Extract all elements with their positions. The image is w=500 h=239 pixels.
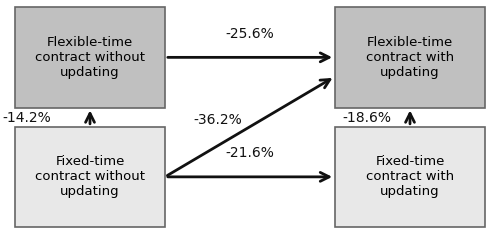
- Text: -25.6%: -25.6%: [226, 27, 274, 41]
- FancyBboxPatch shape: [15, 127, 165, 227]
- FancyBboxPatch shape: [335, 127, 485, 227]
- Text: Fixed-time
contract with
updating: Fixed-time contract with updating: [366, 155, 454, 198]
- Text: -21.6%: -21.6%: [226, 146, 274, 160]
- Text: -18.6%: -18.6%: [342, 111, 392, 125]
- Text: Flexible-time
contract with
updating: Flexible-time contract with updating: [366, 36, 454, 79]
- Text: -14.2%: -14.2%: [2, 111, 51, 125]
- Text: Fixed-time
contract without
updating: Fixed-time contract without updating: [35, 155, 145, 198]
- Text: -36.2%: -36.2%: [193, 113, 242, 126]
- Text: Flexible-time
contract without
updating: Flexible-time contract without updating: [35, 36, 145, 79]
- FancyBboxPatch shape: [335, 7, 485, 108]
- FancyBboxPatch shape: [15, 7, 165, 108]
